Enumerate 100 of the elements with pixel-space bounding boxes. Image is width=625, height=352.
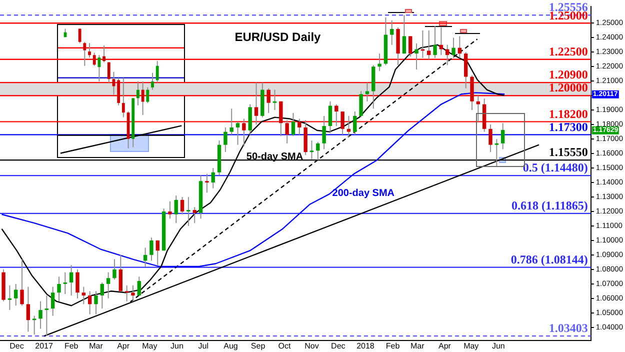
ref-line-label: 1.18200 <box>548 106 588 121</box>
candlestick <box>359 90 363 118</box>
candlestick <box>224 126 228 153</box>
ref-line-label: 0.786 (1.08144) <box>510 252 588 266</box>
candlestick <box>353 111 357 136</box>
ref-line-label: 1.20900 <box>548 68 588 82</box>
candlestick <box>156 240 160 266</box>
candlestick <box>168 200 172 220</box>
ref-line-label: 1.17300 <box>548 120 588 134</box>
candlestick <box>279 100 283 137</box>
candlestick <box>186 196 190 226</box>
candlestick <box>340 111 344 136</box>
candlestick <box>143 247 148 268</box>
x-tick-label: 2017 <box>35 341 54 350</box>
candlestick <box>408 36 412 57</box>
x-tick-label: Jun <box>170 341 184 350</box>
candlestick <box>156 60 159 84</box>
candlestick <box>298 118 302 136</box>
x-tick-label: Sep <box>250 341 266 350</box>
candlestick <box>146 86 150 104</box>
candlestick <box>365 82 370 102</box>
x-tick-label: Feb <box>64 341 79 350</box>
candlestick <box>122 77 125 118</box>
candlestick <box>92 52 96 66</box>
candlestick <box>346 115 351 138</box>
candlestick <box>57 276 61 302</box>
candlestick <box>211 168 215 189</box>
candlestick <box>112 258 116 280</box>
candlestick <box>174 195 178 224</box>
candlestick <box>44 294 49 337</box>
candlestick <box>82 286 86 305</box>
candlestick <box>500 122 505 150</box>
ref-line-label: 0.618 (1.11865) <box>512 198 588 213</box>
candlestick <box>266 88 270 114</box>
candlestick <box>242 118 246 147</box>
candlestick <box>107 62 110 84</box>
ref-line-label: 1.15550 <box>548 145 588 160</box>
candlestick <box>334 104 338 127</box>
x-tick-label: Nov <box>304 341 319 350</box>
x-tick-label: Oct <box>278 341 292 350</box>
candlestick <box>378 53 382 72</box>
x-tick-label: Dec <box>10 341 24 350</box>
candlestick <box>427 30 431 60</box>
candlestick <box>322 115 326 150</box>
candlestick <box>76 268 80 299</box>
x-tick-label: Dec <box>331 341 346 350</box>
candlestick <box>8 284 12 310</box>
candlestick <box>26 286 30 332</box>
candlestick <box>464 52 468 89</box>
x-tick-label: Jun <box>492 341 505 350</box>
x-tick-label: Feb <box>386 341 400 350</box>
text: EUR/USD Daily <box>234 30 322 44</box>
candlestick <box>131 284 135 302</box>
candlestick <box>20 258 24 306</box>
candlestick <box>272 89 277 111</box>
candlestick <box>94 290 98 315</box>
x-tick-label: May <box>142 341 158 350</box>
candlestick <box>285 120 289 144</box>
candlestick <box>390 20 394 46</box>
candlestick <box>316 141 320 161</box>
candlestick <box>88 42 91 58</box>
candlestick <box>328 100 332 134</box>
candlestick <box>180 196 184 215</box>
candlestick <box>98 54 101 82</box>
candlestick <box>248 104 252 136</box>
candlestick <box>78 28 82 44</box>
candlestick <box>458 36 462 58</box>
x-tick-label: 2018 <box>356 341 375 350</box>
x-tick-label: Aug <box>224 341 238 350</box>
x-tick-label: Mar <box>89 341 104 350</box>
annotation: 200-day SMA <box>332 188 395 200</box>
candlestick <box>150 237 154 262</box>
candlestick <box>100 282 104 310</box>
candlestick <box>433 26 437 58</box>
candlestick <box>136 80 140 106</box>
candlestick <box>14 283 18 306</box>
candlestick <box>192 206 196 224</box>
candlestick <box>205 173 209 194</box>
candlestick <box>124 284 129 302</box>
candlestick <box>83 41 86 66</box>
candlestick <box>137 276 141 296</box>
x-tick-label: Apr <box>117 341 130 350</box>
candlestick <box>452 37 456 58</box>
x-tick-label: Mar <box>410 341 425 350</box>
candlestick <box>254 82 258 126</box>
candlestick <box>446 44 450 66</box>
ref-line-label: 1.03403 <box>548 321 588 336</box>
candlestick <box>32 315 36 336</box>
candlestick <box>118 254 122 292</box>
candlestick <box>291 112 296 137</box>
candlestick <box>88 290 92 315</box>
candlestick <box>488 124 492 153</box>
candlestick <box>141 80 144 116</box>
ref-line-label: 1.20000 <box>548 80 588 95</box>
candlestick <box>230 108 234 136</box>
candlestick <box>236 121 240 146</box>
candlestick <box>69 264 74 296</box>
x-tick-label: Jul <box>198 341 209 350</box>
candlestick <box>106 272 110 299</box>
candlestick <box>402 14 406 54</box>
